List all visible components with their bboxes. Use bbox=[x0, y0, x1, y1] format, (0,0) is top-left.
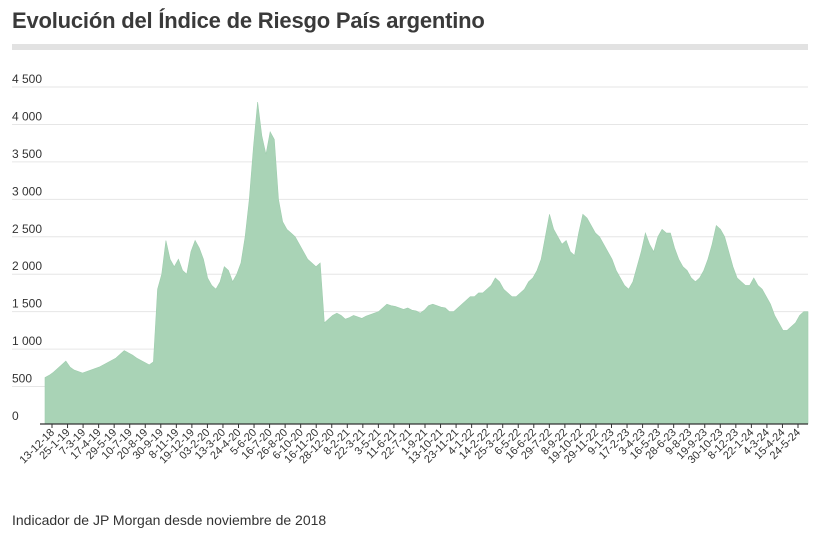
riesgo-pais-area bbox=[44, 101, 809, 425]
y-tick-label: 1 500 bbox=[12, 297, 42, 311]
x-axis: 13-12-1825-1-197-3-1917-4-1929-5-1910-7-… bbox=[17, 423, 808, 466]
y-tick-label: 2 500 bbox=[12, 222, 42, 236]
y-tick-label: 3 000 bbox=[12, 184, 42, 198]
gridlines bbox=[12, 86, 808, 388]
area-chart: 0 500 1 000 1 500 2 000 2 500 3 000 3 500 4 000 4… bbox=[12, 72, 809, 466]
footnote: Indicador de JP Morgan desde noviembre d… bbox=[12, 512, 327, 528]
y-tick-label: 1 000 bbox=[12, 334, 42, 348]
y-tick-label: 0 bbox=[12, 409, 19, 423]
y-tick-label: 500 bbox=[12, 372, 32, 386]
y-axis-ticks: 0 500 1 000 1 500 2 000 2 500 3 000 3 500 4 000 4… bbox=[12, 72, 42, 423]
y-tick-label: 2 000 bbox=[12, 259, 42, 273]
area-series bbox=[44, 101, 809, 425]
chart-title: Evolución del Índice de Riesgo País arge… bbox=[12, 8, 485, 33]
y-tick-label: 4 000 bbox=[12, 109, 42, 123]
title-divider bbox=[12, 44, 808, 50]
y-tick-label: 3 500 bbox=[12, 147, 42, 161]
y-tick-label: 4 500 bbox=[12, 72, 42, 86]
